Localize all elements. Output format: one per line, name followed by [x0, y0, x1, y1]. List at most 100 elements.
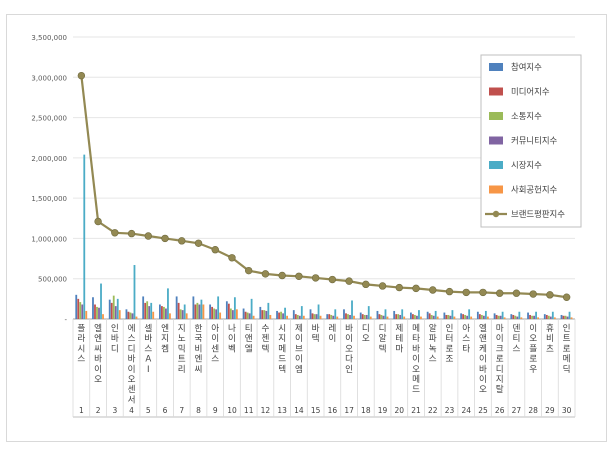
bar-커뮤니티지수-바텍: [315, 314, 318, 319]
bar-커뮤니티지수-제테마: [399, 314, 402, 319]
bar-참여지수-티앤엘: [242, 308, 245, 319]
bar-커뮤니티지수-셀바스AI: [148, 306, 151, 319]
bar-참여지수-에스디바이오센서: [125, 309, 128, 319]
bar-소통지수-플라시스: [79, 302, 82, 319]
bar-시장지수-티앤엘: [250, 298, 253, 319]
x-category-number: 2: [96, 406, 101, 415]
y-tick-label: 1,500,000: [31, 195, 67, 203]
bar-커뮤니티지수-아스타: [466, 315, 469, 319]
bar-미디어지수-바이오다인: [345, 313, 347, 319]
bar-참여지수-엔지켐: [159, 304, 161, 319]
bar-참여지수-지노믹트리: [175, 296, 178, 319]
point-알파녹스: [429, 286, 437, 294]
bar-참여지수-셀바스AI: [142, 296, 145, 319]
bar-소통지수-디알텍: [380, 314, 383, 319]
bar-소통지수-나이벡: [229, 308, 232, 319]
bar-미디어지수-셀바스AI: [144, 302, 147, 319]
bar-커뮤니티지수-티앤엘: [248, 313, 251, 319]
bar-참여지수-마이크로디지탈: [493, 313, 496, 319]
x-category-number: 28: [528, 406, 538, 415]
bar-미디어지수-제이브이엠: [294, 314, 297, 319]
point-이오플로우: [529, 290, 537, 298]
y-tick-label: 500,000: [38, 276, 67, 284]
bar-시장지수-수젠텍: [267, 302, 270, 319]
legend-swatch: [489, 185, 503, 194]
bar-사회공헌지수-엘엔씨바이오: [102, 314, 104, 319]
legend-label: 시장지수: [511, 160, 542, 170]
point-메타바이오메드: [412, 284, 420, 293]
x-category-number: 30: [562, 406, 572, 415]
bar-커뮤니티지수-엔지켐: [165, 308, 167, 319]
bar-소통지수-수젠텍: [263, 310, 266, 319]
x-category-number: 9: [213, 406, 218, 415]
bar-참여지수-아이센스: [209, 304, 212, 319]
legend-label: 소통지수: [511, 111, 542, 121]
bar-사회공헌지수-한국비엔씨: [202, 304, 205, 319]
point-아스타: [462, 288, 470, 297]
bar-소통지수-알파녹스: [430, 314, 433, 319]
bar-사회공헌지수-인트로메딕: [570, 317, 573, 319]
bar-참여지수-나이벡: [225, 301, 228, 319]
x-category-number: 12: [261, 406, 271, 415]
bar-시장지수-디알텍: [384, 309, 387, 319]
bar-참여지수-디알텍: [376, 310, 379, 319]
bar-소통지수-메타바이오메드: [414, 314, 416, 319]
x-category-number: 19: [378, 406, 388, 415]
bar-미디어지수-마이크로디지탈: [495, 314, 498, 319]
legend-swatch: [489, 136, 503, 145]
bar-참여지수-플라시스: [75, 294, 78, 319]
bar-참여지수-휴비츠: [543, 314, 546, 319]
bar-커뮤니티지수-레이: [332, 315, 335, 319]
bar-커뮤니티지수-아이센스: [215, 309, 218, 319]
bar-series: [75, 154, 573, 319]
bar-사회공헌지수-제테마: [403, 316, 406, 319]
bar-참여지수-한국비엔씨: [192, 296, 195, 319]
bar-소통지수-아스타: [464, 314, 467, 319]
x-category-number: 1: [79, 406, 84, 415]
bar-소통지수-이오플로우: [531, 315, 533, 319]
x-category-number: 20: [395, 406, 405, 415]
legend-label: 커뮤니티지수: [511, 136, 558, 146]
point-마이크로디지탈: [496, 289, 504, 297]
bar-소통지수-인바디: [112, 295, 115, 319]
bar-커뮤니티지수-한국비엔씨: [198, 304, 201, 319]
bar-커뮤니티지수-수젠텍: [265, 310, 268, 319]
y-tick-label: -: [64, 316, 67, 324]
bar-미디어지수-제테마: [395, 314, 398, 319]
bar-참여지수-알파녹스: [426, 311, 429, 319]
point-에스디바이오센서: [127, 229, 136, 238]
bar-사회공헌지수-휴비츠: [553, 317, 556, 319]
bar-시장지수-제이브이엠: [300, 306, 303, 319]
x-category-number: 13: [277, 406, 287, 415]
legend-label: 미디어지수: [511, 87, 550, 97]
bar-미디어지수-한국비엔씨: [194, 304, 197, 319]
bar-소통지수-인트로메딕: [564, 315, 567, 319]
point-셀바스AI: [144, 232, 153, 240]
x-category-number: 10: [227, 406, 237, 415]
bar-시장지수-지노믹트리: [183, 304, 186, 319]
x-category-number: 7: [179, 406, 184, 415]
bar-미디어지수-플라시스: [77, 298, 80, 319]
bar-커뮤니티지수-플라시스: [81, 304, 84, 319]
bar-소통지수-레이: [330, 314, 333, 319]
bar-미디어지수-에스디바이오센서: [127, 311, 130, 319]
bar-사회공헌지수-덴티스: [520, 317, 523, 319]
bar-소통지수-셀바스AI: [146, 301, 149, 319]
bar-미디어지수-디알텍: [378, 314, 381, 319]
x-category-number: 21: [411, 406, 421, 415]
bar-미디어지수-인바디: [110, 302, 113, 319]
bar-커뮤니티지수-에스디바이오센서: [131, 313, 134, 319]
